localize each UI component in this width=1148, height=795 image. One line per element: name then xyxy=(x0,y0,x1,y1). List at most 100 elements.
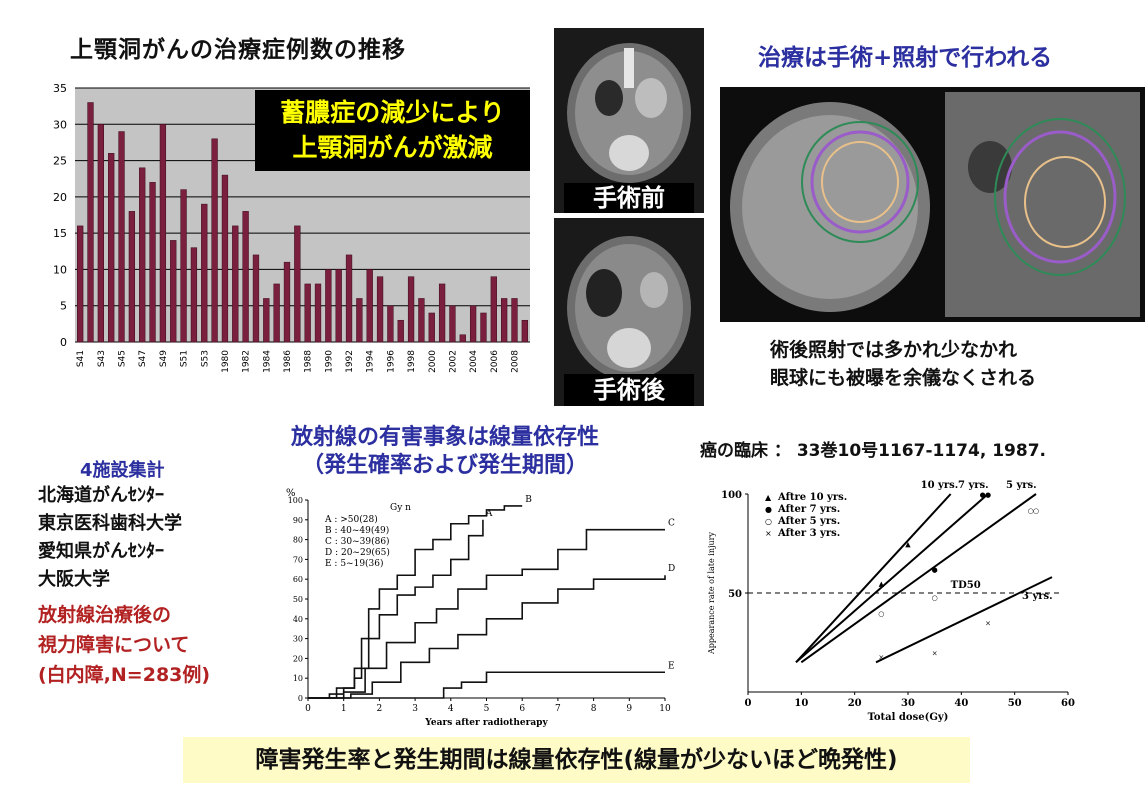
bar xyxy=(314,283,322,343)
legend-header: Gy n xyxy=(390,503,411,513)
y-tick-label: 30 xyxy=(53,118,67,131)
y-tick-label: 25 xyxy=(53,155,67,168)
right-note-line-1: 術後照射では多かれ少なかれ xyxy=(770,339,1018,361)
bar xyxy=(170,240,177,343)
x-tick-label: 1990 xyxy=(324,350,334,373)
x-tick-label: S49 xyxy=(159,350,169,367)
legend-entry: After 5 yrs. xyxy=(777,516,840,527)
x-tick-label: 6 xyxy=(519,704,525,714)
bar xyxy=(376,276,384,343)
y-tick-label: 90 xyxy=(293,516,303,525)
vision-note-line-3: (白内障,N=283例) xyxy=(38,664,211,686)
facility-item: 北海道がんｾﾝﾀｰ xyxy=(38,485,164,506)
data-point: ● xyxy=(980,491,986,499)
conclusion-banner: 障害発生率と発生期間は線量依存性(線量が少ないほど晩発性) xyxy=(183,737,970,783)
bar xyxy=(283,261,291,343)
bar xyxy=(438,283,446,343)
y-tick-label: 70 xyxy=(293,555,303,564)
bar xyxy=(201,203,208,343)
data-point: ● xyxy=(932,566,938,574)
bar xyxy=(387,305,394,343)
dose-line xyxy=(875,576,1053,664)
bar xyxy=(128,211,136,343)
bar xyxy=(139,167,146,343)
bar xyxy=(273,283,280,343)
x-tick-label: 1988 xyxy=(304,350,314,373)
bar xyxy=(335,269,342,343)
bar xyxy=(108,153,115,343)
data-point: ▲ xyxy=(879,580,885,588)
dose-response-chart: 0 10 20 30 40 50 60 50 100 Total dose(Gy) Appearan… xyxy=(707,480,1075,723)
x-tick-label: 0 xyxy=(305,704,311,714)
y-tick-label: 20 xyxy=(293,654,303,663)
bar xyxy=(87,102,94,343)
right-note-line-2: 眼球にも被曝を余儀なくされる xyxy=(770,367,1037,389)
series-label: 10 yrs. xyxy=(921,480,959,491)
data-point: × xyxy=(932,649,938,657)
y-tick-label: 60 xyxy=(293,575,303,584)
series-label-a: A xyxy=(485,509,493,519)
incidence-step-chart: % 0 10 20 30 40 50 60 70 80 90 100 0 1 2 3 4 5 6 7 8 9 10 Years… xyxy=(286,488,675,727)
x-tick-label: 1994 xyxy=(366,350,376,373)
x-tick-label: 1996 xyxy=(386,350,396,373)
bar xyxy=(304,283,311,343)
y-tick-label: 15 xyxy=(53,227,67,240)
dose-plan-image xyxy=(720,87,1145,322)
ct-scan-postop: 手術後 xyxy=(554,218,704,406)
x-tick-label: 2006 xyxy=(490,350,500,373)
x-tick-label: 1982 xyxy=(242,350,252,373)
td50-label: TD50 xyxy=(951,580,981,591)
legend-entry: C : 30~39(86) xyxy=(325,536,390,547)
data-point: ○ xyxy=(878,610,884,618)
bar xyxy=(407,276,415,343)
series-line-b xyxy=(308,505,523,699)
x-tick-label: 2008 xyxy=(510,350,520,373)
dose-line xyxy=(800,493,1037,664)
x-tick-label: S47 xyxy=(138,350,148,367)
y-tick-label: 30 xyxy=(293,635,303,644)
bar xyxy=(190,247,198,343)
bar xyxy=(159,124,167,343)
mid-title-line-1: 放射線の有害事象は線量依存性 xyxy=(290,425,599,450)
bar xyxy=(501,298,508,343)
x-tick-label: S43 xyxy=(97,350,107,367)
x-tick-label: 2004 xyxy=(469,350,479,373)
bar xyxy=(345,254,353,343)
vision-note: 放射線治療後の 視力障害について (白内障,N=283例) xyxy=(38,600,210,690)
x-axis-label: Years after radiotherapy xyxy=(424,718,548,727)
bar xyxy=(480,312,487,343)
ct-scan-preop-image xyxy=(554,28,704,213)
bar xyxy=(242,211,249,343)
facility-list: 北海道がんｾﾝﾀｰ 東京医科歯科大学 愛知県がんｾﾝﾀｰ 大阪大学 xyxy=(38,482,182,594)
data-point: ▲ xyxy=(905,541,911,549)
series-label-e: E xyxy=(668,661,675,671)
data-point: × xyxy=(985,620,991,628)
x-tick-label: 10 xyxy=(659,704,671,714)
series-line-d xyxy=(308,575,666,699)
data-point: ○ xyxy=(1033,507,1039,515)
right-title: 治療は手術+照射で行われる xyxy=(758,45,1053,71)
bar xyxy=(221,174,229,343)
legend-entry: After 3 yrs. xyxy=(777,528,840,539)
y-tick-label: 100 xyxy=(288,496,303,505)
callout-line-2: 上顎洞がんが激減 xyxy=(292,133,493,162)
x-tick-label: 1984 xyxy=(262,350,272,373)
x-tick-label: 60 xyxy=(1061,698,1075,709)
series-line-a xyxy=(308,519,484,699)
x-tick-label: 1986 xyxy=(283,350,293,373)
x-tick-label: 1998 xyxy=(407,350,417,373)
main-title: 上顎洞がんの治療症例数の推移 xyxy=(70,37,406,63)
legend-entry: E : 5~19(36) xyxy=(325,558,384,569)
legend-marker: ▲ xyxy=(765,493,772,502)
y-tick-label: 50 xyxy=(293,595,303,604)
facility-item: 大阪大学 xyxy=(38,569,110,590)
facility-heading: 4施設集計 xyxy=(80,460,165,481)
series-label: 5 yrs. xyxy=(1006,480,1037,491)
bar xyxy=(211,138,218,343)
bar xyxy=(325,269,332,343)
x-tick-label: 10 xyxy=(794,698,808,709)
series-line-e xyxy=(308,671,665,699)
y-axis-label: Appearance rate of late injury xyxy=(707,532,716,655)
bar xyxy=(428,312,435,343)
bar xyxy=(97,124,104,343)
